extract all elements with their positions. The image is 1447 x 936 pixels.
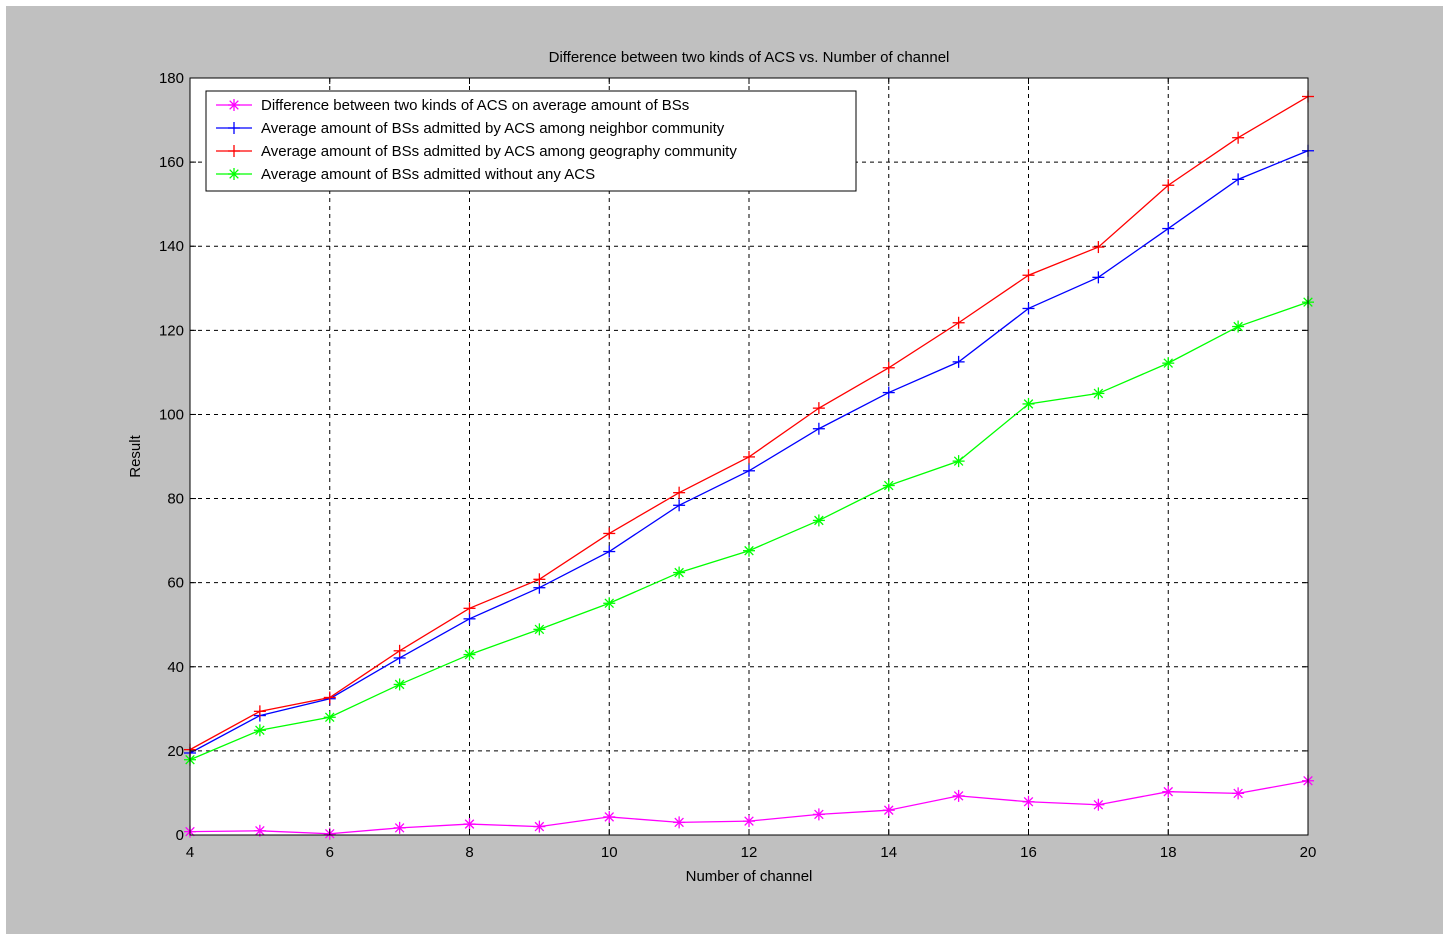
y-tick-label: 100 — [159, 406, 184, 423]
data-point — [882, 386, 895, 399]
legend-label: Average amount of BSs admitted without a… — [261, 166, 595, 183]
y-tick-label: 180 — [159, 70, 184, 87]
data-point — [1092, 241, 1105, 254]
axis-ticks: 4 6 8 10 12 14 16 18 20 0 20 40 60 80 100 120 140 160 180 — [159, 70, 1316, 861]
data-point — [1022, 269, 1035, 282]
legend-marker — [228, 122, 240, 134]
legend-label: Average amount of BSs admitted by ACS am… — [261, 143, 737, 160]
data-point — [533, 820, 546, 833]
data-point — [673, 499, 686, 512]
data-point — [393, 644, 406, 657]
line-chart: 4 6 8 10 12 14 16 18 20020406080100120140160180 … — [127, 49, 1316, 885]
x-tick-label: 6 — [326, 844, 334, 861]
y-axis-label: Result — [127, 434, 144, 477]
data-point — [743, 544, 755, 557]
data-point — [603, 810, 616, 823]
legend-label: Difference between two kinds of ACS on a… — [261, 97, 689, 114]
data-point — [463, 612, 476, 625]
data-point — [1092, 271, 1105, 284]
y-tick-label: 60 — [167, 575, 184, 592]
x-tick-label: 8 — [465, 844, 473, 861]
x-tick-label: 10 — [601, 844, 618, 861]
y-tick-label: 0 — [176, 827, 184, 844]
legend-marker — [228, 145, 240, 157]
data-point — [673, 566, 686, 579]
legend: Difference between two kinds of ACS on a… — [205, 90, 857, 192]
data-point — [1092, 387, 1105, 400]
x-tick-label: 4 — [186, 844, 194, 861]
data-point — [1232, 787, 1245, 800]
data-point — [1022, 302, 1035, 315]
y-tick-label: 140 — [159, 238, 184, 255]
data-point — [253, 705, 266, 718]
legend-label: Average amount of BSs admitted by ACS am… — [261, 120, 725, 137]
series-layer — [184, 90, 1314, 840]
data-point — [1162, 222, 1175, 235]
legend-marker — [228, 168, 240, 180]
data-point — [1162, 179, 1175, 192]
data-point — [463, 648, 476, 661]
data-point — [603, 545, 616, 558]
data-point — [603, 597, 616, 610]
data-point — [952, 455, 965, 468]
legend-item: Average amount of BSs admitted without a… — [216, 166, 595, 183]
data-point — [952, 789, 965, 802]
data-point — [533, 623, 546, 636]
data-point — [323, 711, 336, 724]
x-tick-label: 18 — [1160, 844, 1177, 861]
data-point — [673, 816, 686, 829]
data-point — [812, 514, 825, 527]
series-3 — [184, 90, 1314, 756]
x-tick-label: 20 — [1300, 844, 1317, 861]
y-tick-label: 80 — [167, 491, 184, 508]
data-point — [603, 527, 616, 540]
data-point — [463, 818, 476, 831]
data-point — [812, 422, 825, 435]
data-point — [673, 486, 686, 499]
data-point — [533, 573, 546, 586]
y-tick-label: 40 — [167, 659, 184, 676]
data-point — [1092, 798, 1105, 811]
legend-box — [205, 90, 857, 192]
x-tick-label: 14 — [880, 844, 897, 861]
y-tick-label: 20 — [167, 743, 184, 760]
data-point — [323, 691, 336, 704]
chart-title: Difference between two kinds of ACS vs. … — [549, 49, 950, 66]
data-point — [812, 808, 825, 821]
data-point — [952, 316, 965, 329]
x-axis-label: Number of channel — [686, 868, 813, 885]
data-point — [882, 361, 895, 374]
data-point — [1162, 785, 1175, 798]
data-point — [743, 450, 755, 463]
data-point — [952, 355, 965, 368]
data-point — [743, 815, 755, 828]
legend-item: Average amount of BSs admitted by ACS am… — [216, 120, 725, 137]
data-point — [393, 678, 406, 691]
y-tick-label: 160 — [159, 154, 184, 171]
series-4 — [184, 296, 1314, 766]
legend-item: Difference between two kinds of ACS on a… — [216, 97, 689, 114]
figure-window: 4 6 8 10 12 14 16 18 20 0 20 40 60 80 100 120 140 160 180 … — [6, 6, 1443, 934]
data-point — [882, 804, 895, 817]
data-point — [1232, 320, 1245, 333]
data-point — [253, 724, 266, 737]
data-point — [812, 402, 825, 415]
data-point — [1022, 397, 1035, 410]
legend-item: Average amount of BSs admitted by ACS am… — [216, 143, 737, 160]
data-point — [743, 464, 755, 477]
data-point — [882, 479, 895, 492]
data-point — [1022, 795, 1035, 808]
x-tick-label: 12 — [741, 844, 758, 861]
x-tick-label: 16 — [1020, 844, 1037, 861]
data-point — [1162, 357, 1175, 370]
y-tick-label: 120 — [159, 322, 184, 339]
data-point — [463, 602, 476, 615]
data-point — [1232, 173, 1245, 186]
legend-marker — [228, 99, 240, 111]
series-1 — [184, 774, 1314, 840]
data-point — [1232, 131, 1245, 144]
data-point — [393, 821, 406, 834]
